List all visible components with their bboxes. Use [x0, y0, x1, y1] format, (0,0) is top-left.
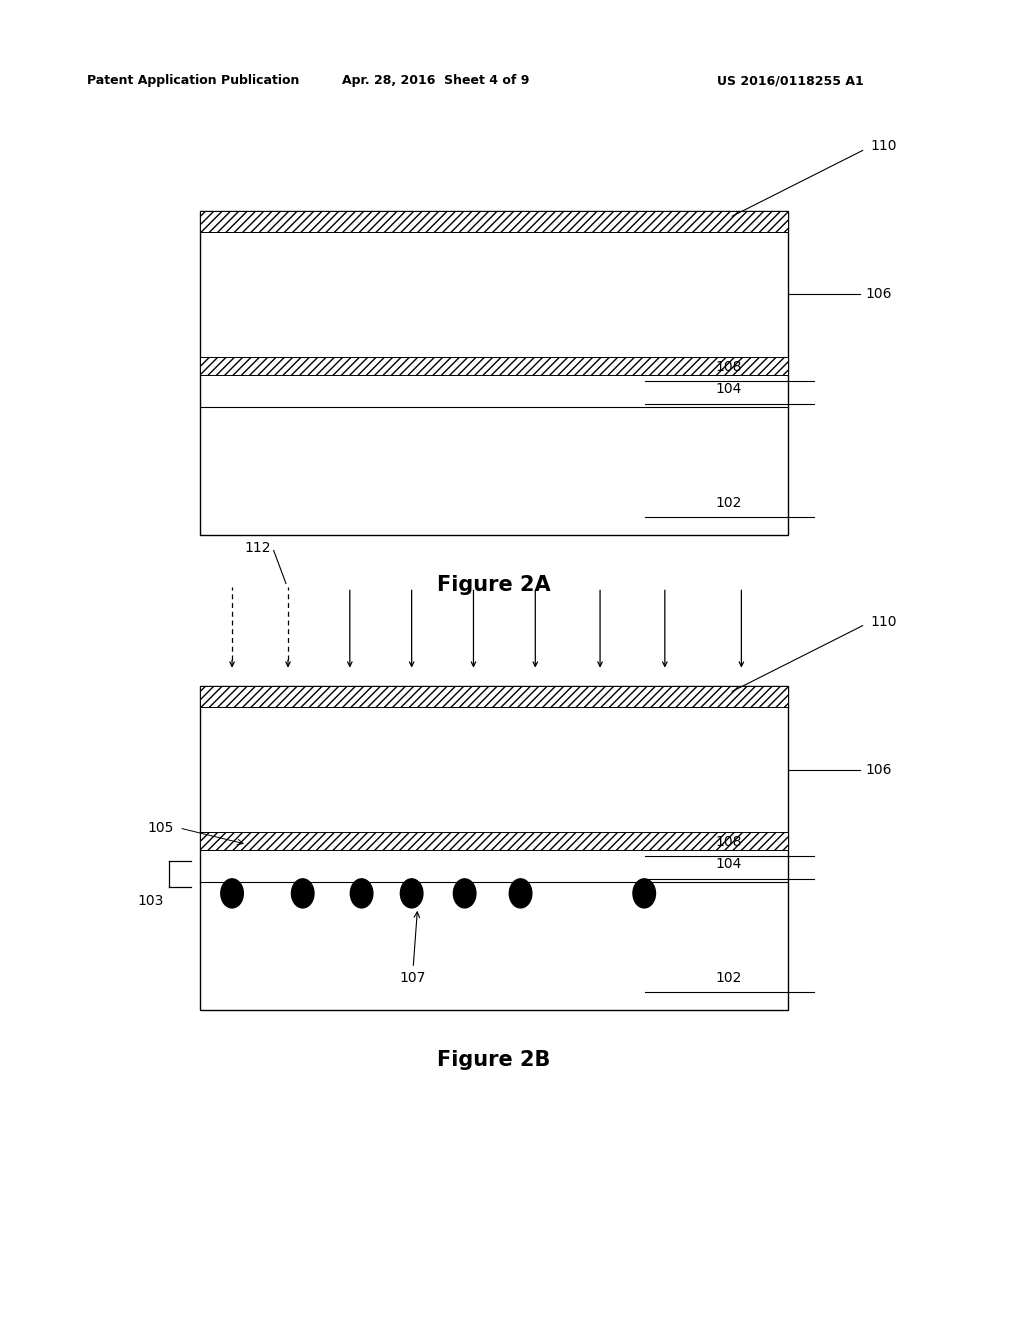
Circle shape: [221, 879, 244, 908]
Circle shape: [400, 879, 423, 908]
Text: 102: 102: [716, 972, 742, 985]
Circle shape: [509, 879, 531, 908]
Circle shape: [350, 879, 373, 908]
Circle shape: [454, 879, 476, 908]
Bar: [200, 211, 788, 535]
Bar: [200, 832, 788, 850]
Bar: [200, 686, 788, 708]
Text: Patent Application Publication: Patent Application Publication: [87, 74, 299, 87]
Text: 105: 105: [147, 821, 174, 836]
Text: 106: 106: [865, 288, 892, 301]
Text: 108: 108: [716, 834, 742, 849]
Text: Apr. 28, 2016  Sheet 4 of 9: Apr. 28, 2016 Sheet 4 of 9: [342, 74, 528, 87]
Bar: [200, 356, 788, 375]
Text: Figure 2B: Figure 2B: [437, 1049, 551, 1071]
Text: US 2016/0118255 A1: US 2016/0118255 A1: [717, 74, 863, 87]
Text: 103: 103: [137, 894, 164, 908]
Text: 108: 108: [716, 359, 742, 374]
Text: 104: 104: [716, 857, 742, 871]
Circle shape: [633, 879, 655, 908]
Bar: [200, 211, 788, 232]
Text: 110: 110: [870, 615, 897, 628]
Text: 112: 112: [244, 541, 270, 554]
Circle shape: [292, 879, 314, 908]
Text: 107: 107: [399, 912, 426, 985]
Text: 106: 106: [865, 763, 892, 776]
Text: 102: 102: [716, 496, 742, 510]
Text: 104: 104: [716, 381, 742, 396]
Text: Figure 2A: Figure 2A: [437, 574, 551, 595]
Bar: [200, 686, 788, 1010]
Text: 110: 110: [870, 140, 897, 153]
